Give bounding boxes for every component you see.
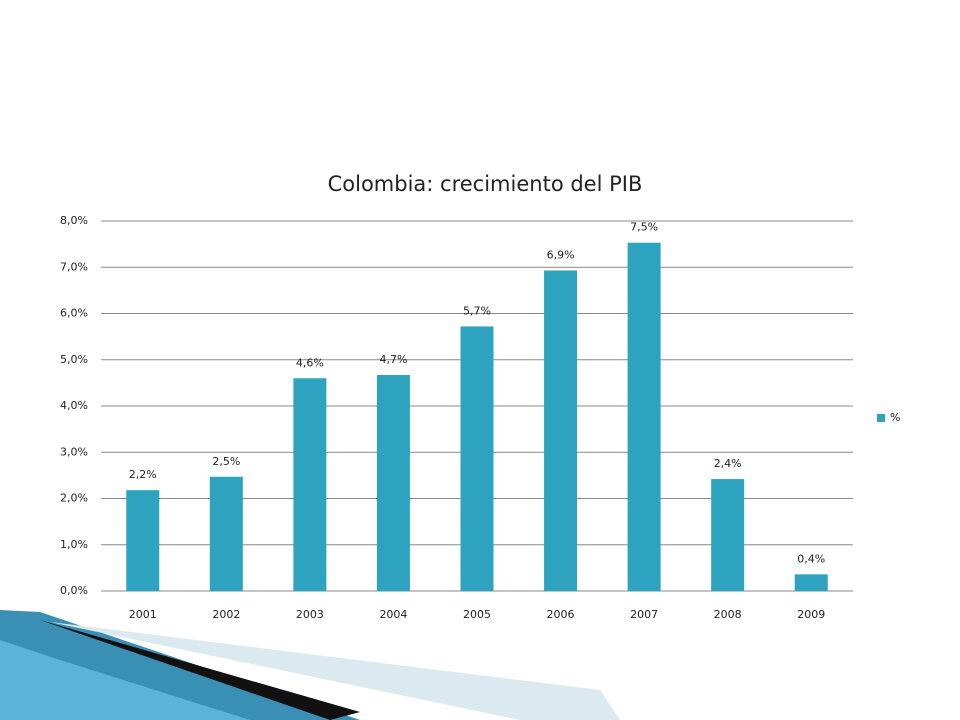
bar xyxy=(209,476,243,591)
x-tick-label: 2009 xyxy=(797,608,825,621)
data-label: 2,4% xyxy=(714,457,742,470)
y-tick-label: 1,0% xyxy=(60,538,88,551)
chart-title: Colombia: crecimiento del PIB xyxy=(328,172,643,196)
bar xyxy=(794,574,828,591)
x-tick-label: 2004 xyxy=(379,608,407,621)
bar xyxy=(544,270,578,591)
data-label: 5,7% xyxy=(463,304,491,317)
legend-label: % xyxy=(890,411,900,424)
bar xyxy=(376,375,410,591)
y-tick-label: 0,0% xyxy=(60,584,88,597)
y-tick-label: 5,0% xyxy=(60,353,88,366)
x-tick-label: 2005 xyxy=(463,608,491,621)
data-label: 2,2% xyxy=(129,468,157,481)
y-tick-label: 3,0% xyxy=(60,445,88,458)
bar xyxy=(711,479,745,591)
y-tick-label: 6,0% xyxy=(60,307,88,320)
decoration xyxy=(0,610,620,720)
x-tick-label: 2008 xyxy=(714,608,742,621)
x-tick-label: 2002 xyxy=(212,608,240,621)
data-label: 0,4% xyxy=(797,552,825,565)
x-tick-label: 2007 xyxy=(630,608,658,621)
y-tick-label: 4,0% xyxy=(60,399,88,412)
data-label: 6,9% xyxy=(547,248,575,261)
y-tick-label: 7,0% xyxy=(60,260,88,273)
y-tick-label: 8,0% xyxy=(60,214,88,227)
data-label: 2,5% xyxy=(212,455,240,468)
data-label: 4,7% xyxy=(379,353,407,366)
bar xyxy=(627,242,661,592)
bar xyxy=(460,326,494,591)
x-tick-label: 2001 xyxy=(129,608,157,621)
legend-swatch xyxy=(877,414,885,422)
x-tick-label: 2003 xyxy=(296,608,324,621)
bar xyxy=(126,490,160,591)
x-tick-label: 2006 xyxy=(547,608,575,621)
y-tick-label: 2,0% xyxy=(60,492,88,505)
data-label: 4,6% xyxy=(296,356,324,369)
data-label: 7,5% xyxy=(630,221,658,234)
bar xyxy=(293,378,327,591)
